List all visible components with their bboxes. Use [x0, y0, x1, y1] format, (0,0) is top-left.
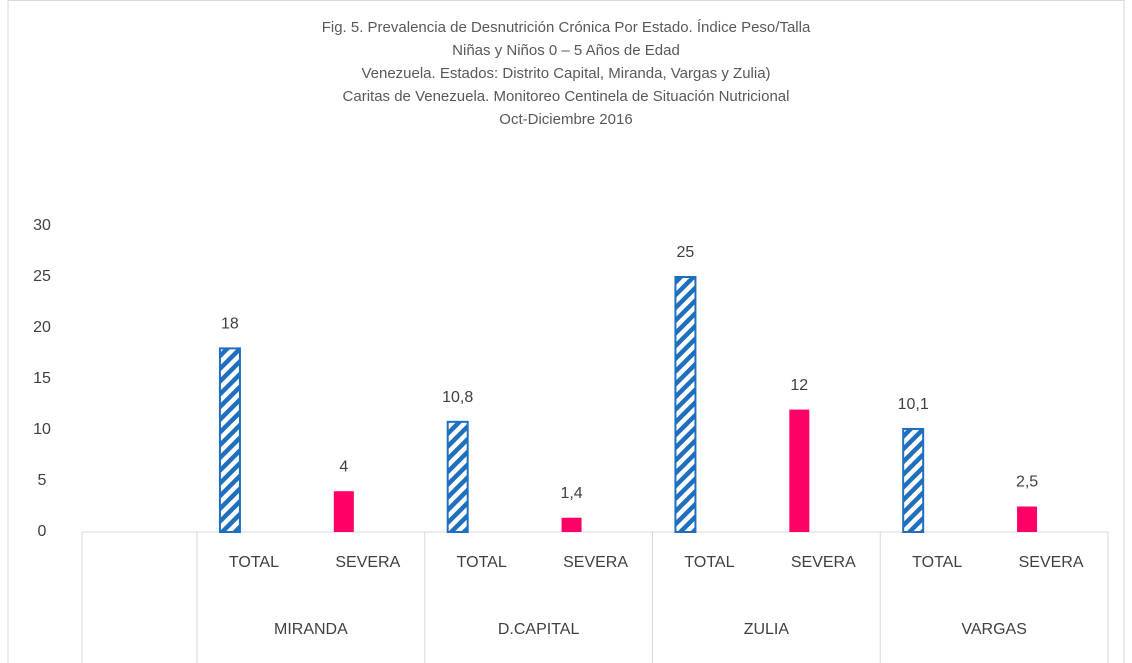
- chart-border: [7, 0, 1125, 663]
- bar: [218, 347, 241, 533]
- chart-title: Oct-Diciembre 2016: [499, 111, 632, 128]
- y-tick-label: 20: [33, 319, 51, 336]
- y-tick-label: 30: [33, 217, 51, 234]
- bar: [789, 409, 810, 532]
- data-label: 4: [339, 458, 348, 475]
- y-tick-label: 0: [38, 523, 47, 540]
- data-label: 25: [677, 244, 695, 261]
- chart-title: Fig. 5. Prevalencia de Desnutrición Crón…: [322, 19, 811, 36]
- x-tick-label: SEVERA: [791, 554, 856, 571]
- data-label: 10,1: [898, 396, 929, 413]
- data-label: 2,5: [1016, 474, 1038, 491]
- y-tick-label: 15: [33, 370, 51, 387]
- bar: [1017, 506, 1038, 532]
- chart-title: Niñas y Niños 0 – 5 Años de Edad: [452, 42, 680, 59]
- chart-title: Venezuela. Estados: Distrito Capital, Mi…: [361, 65, 770, 82]
- group-label: D.CAPITAL: [498, 621, 580, 638]
- y-tick-label: 10: [33, 421, 51, 438]
- data-label: 18: [221, 316, 239, 333]
- group-label: VARGAS: [961, 621, 1027, 638]
- bar: [333, 491, 354, 532]
- data-label: 1,4: [560, 485, 582, 502]
- data-label: 10,8: [442, 389, 473, 406]
- x-tick-label: TOTAL: [229, 554, 279, 571]
- y-tick-label: 5: [38, 472, 47, 489]
- bar: [902, 427, 925, 534]
- x-tick-label: TOTAL: [684, 554, 734, 571]
- y-tick-label: 25: [33, 268, 51, 285]
- x-tick-label: SEVERA: [335, 554, 400, 571]
- data-label: 12: [790, 377, 808, 394]
- chart-title: Caritas de Venezuela. Monitoreo Centinel…: [343, 88, 790, 105]
- group-label: ZULIA: [744, 621, 790, 638]
- bar: [446, 420, 469, 533]
- group-label: MIRANDA: [274, 621, 348, 638]
- x-tick-label: TOTAL: [912, 554, 962, 571]
- bar: [674, 276, 697, 533]
- bar: [561, 517, 582, 532]
- x-tick-label: TOTAL: [457, 554, 507, 571]
- x-tick-label: SEVERA: [563, 554, 628, 571]
- x-tick-label: SEVERA: [1019, 554, 1084, 571]
